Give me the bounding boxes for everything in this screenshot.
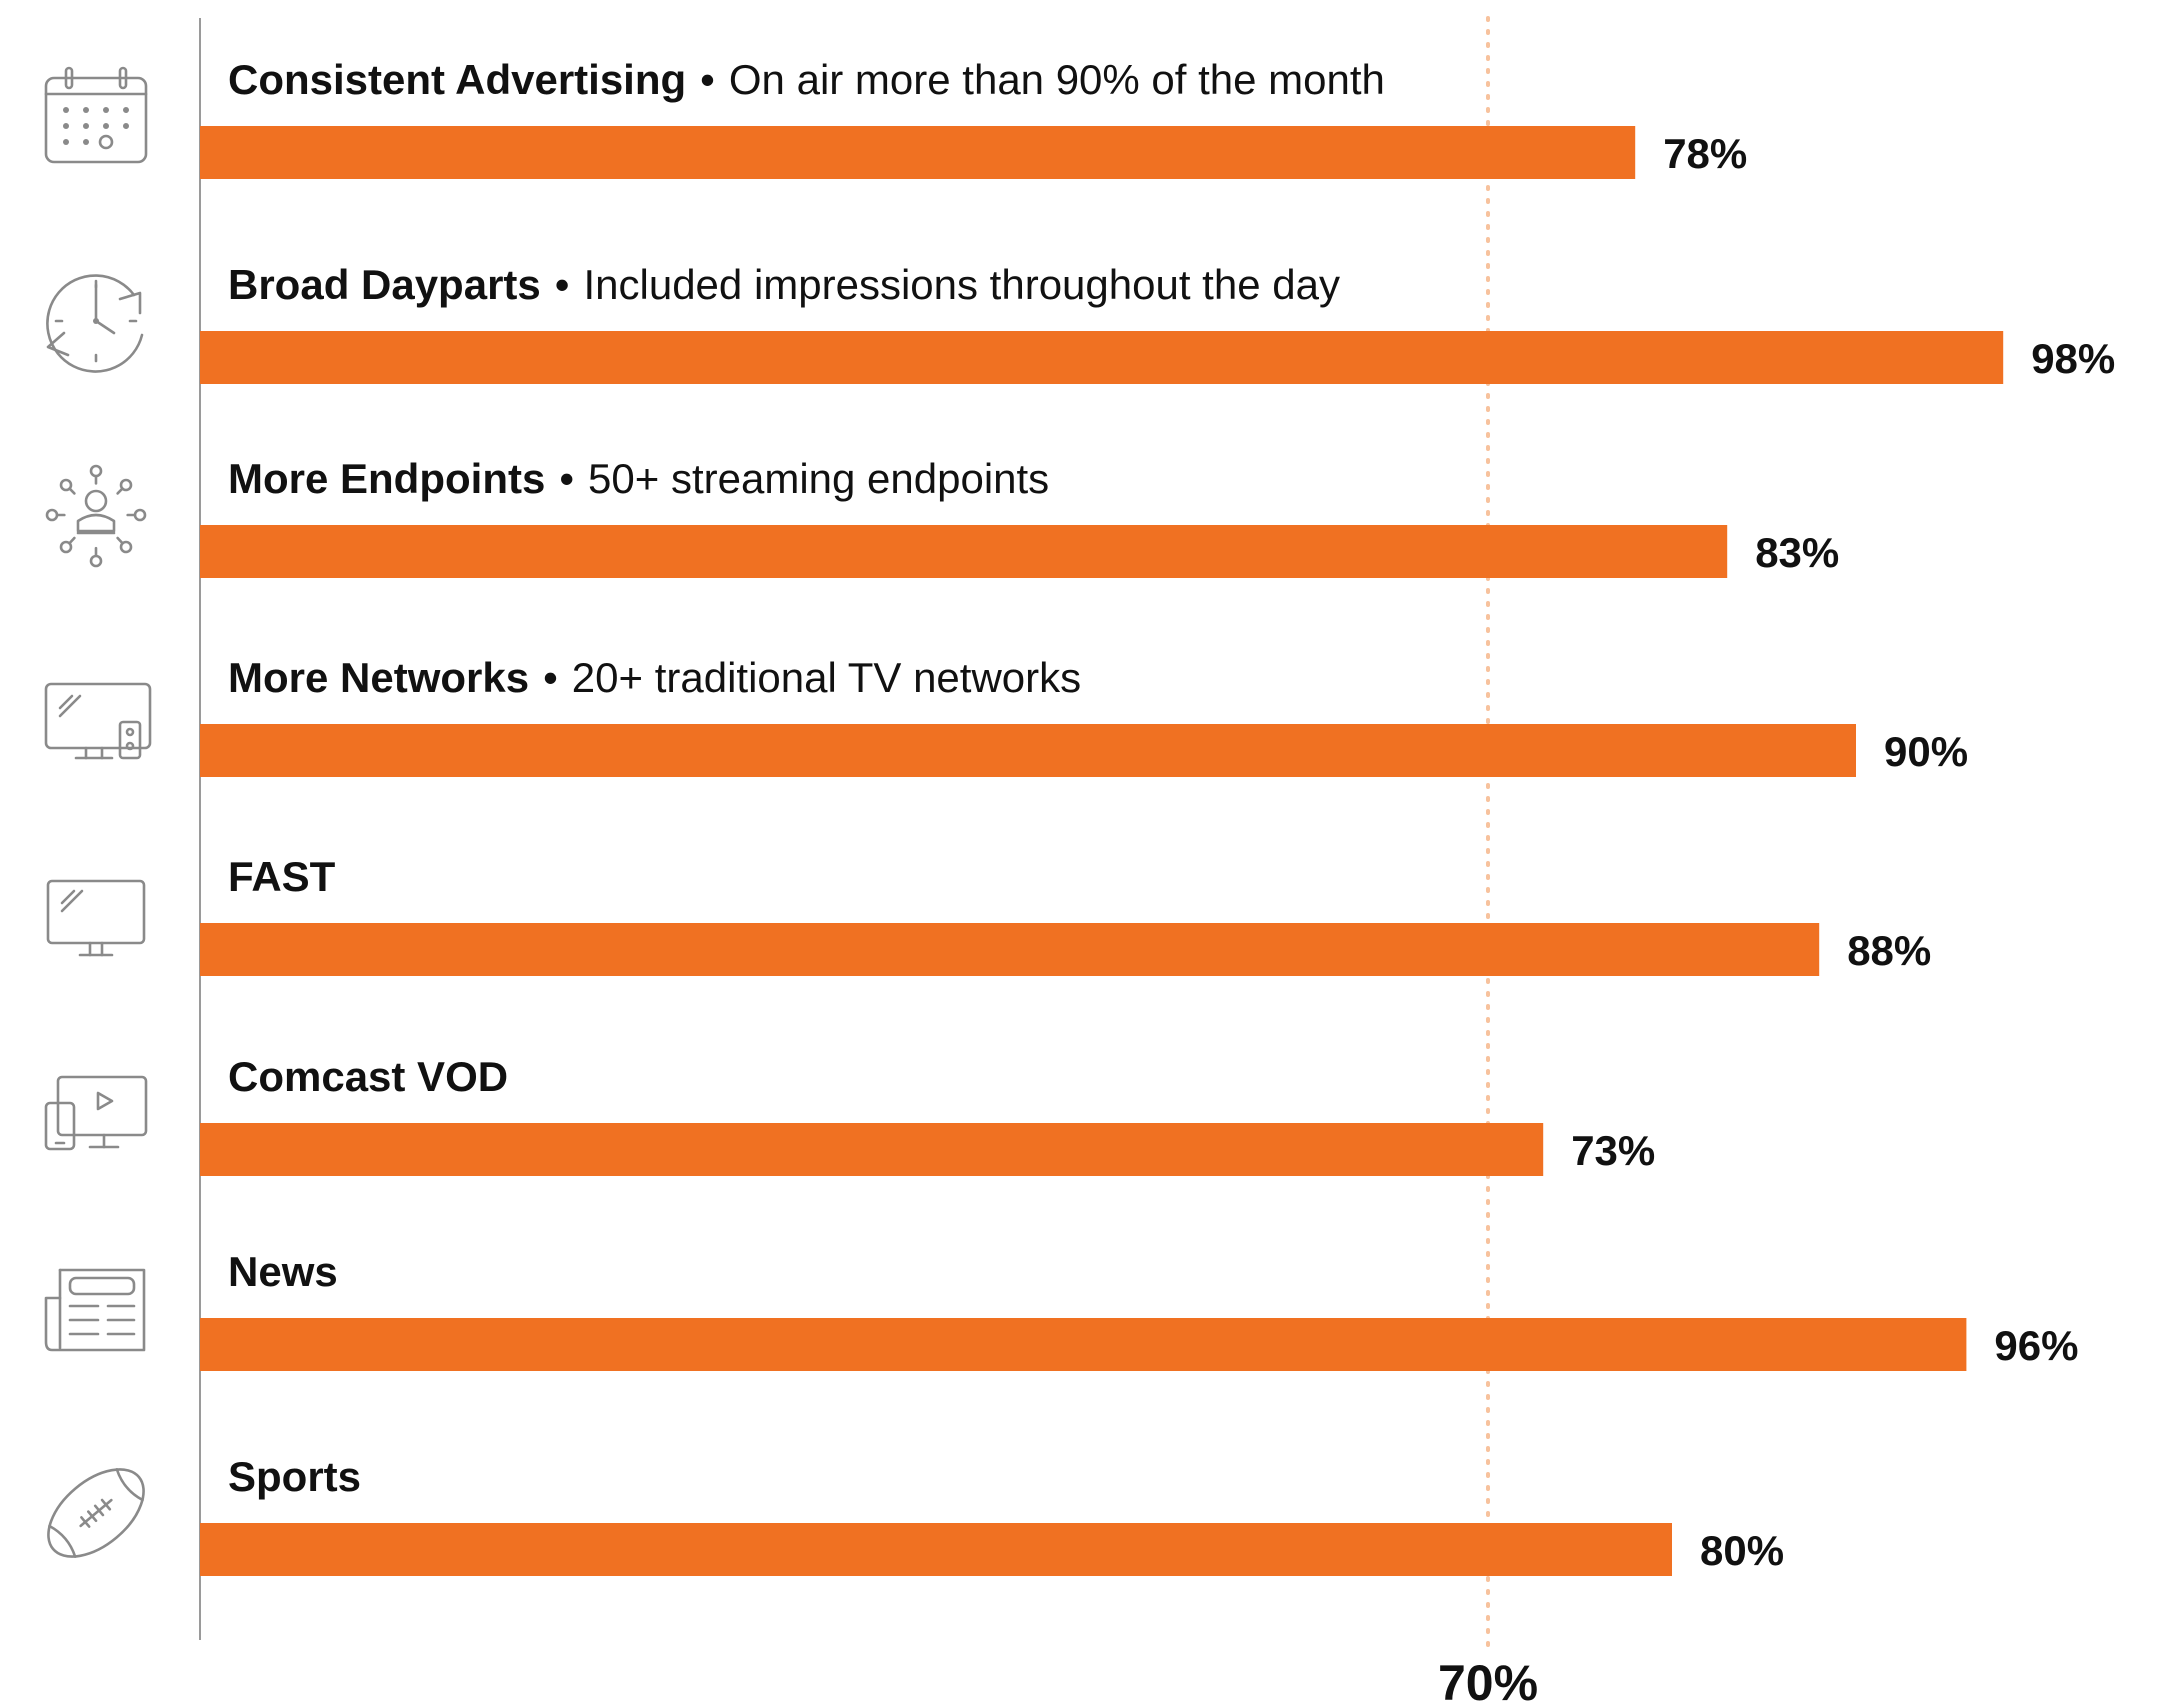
category-label: News xyxy=(228,1248,338,1295)
bar-comcast-vod xyxy=(200,1123,1544,1176)
bar-sports xyxy=(200,1523,1672,1576)
category-name: More Endpoints xyxy=(228,455,545,502)
category-label: Broad Dayparts • Included impressions thro… xyxy=(228,261,1340,308)
bar-broad-dayparts xyxy=(200,331,2004,384)
category-label: Consistent Advertising • On air more than … xyxy=(228,56,1385,103)
bar-more-networks xyxy=(200,724,1856,777)
category-description: On air more than 90% of the month xyxy=(729,56,1385,103)
value-label: 88% xyxy=(1847,927,1931,974)
value-label: 83% xyxy=(1755,529,1839,576)
value-label: 98% xyxy=(2031,335,2115,382)
category-description: 50+ streaming endpoints xyxy=(588,455,1049,502)
category-description: Included impressions throughout the day xyxy=(583,261,1339,308)
category-label: Sports xyxy=(228,1453,361,1500)
bar-news xyxy=(200,1318,1967,1371)
user-network-icon xyxy=(45,464,147,568)
tv-icon xyxy=(46,879,146,957)
bar-fast xyxy=(200,923,1820,976)
calendar-icon xyxy=(44,66,148,164)
category-name: Comcast VOD xyxy=(228,1053,508,1100)
newspaper-icon xyxy=(44,1268,146,1352)
category-separator: • xyxy=(559,455,574,502)
clock-cycle-icon xyxy=(46,274,144,373)
value-label: 90% xyxy=(1884,728,1968,775)
football-icon xyxy=(47,1468,145,1558)
bar-more-endpoints xyxy=(200,525,1728,578)
value-label: 78% xyxy=(1663,130,1747,177)
category-name: News xyxy=(228,1248,338,1295)
category-label: FAST xyxy=(228,853,336,900)
category-separator: • xyxy=(543,654,558,701)
category-separator: • xyxy=(700,56,715,103)
bar-consistent-advertising xyxy=(200,126,1636,179)
devices-play-icon xyxy=(44,1075,148,1151)
category-name: FAST xyxy=(228,853,336,900)
category-name: Sports xyxy=(228,1453,361,1500)
category-name: Consistent Advertising xyxy=(228,56,686,103)
value-label: 80% xyxy=(1700,1527,1784,1574)
category-label: Comcast VOD xyxy=(228,1053,508,1100)
category-separator: • xyxy=(555,261,570,308)
category-label: More Networks • 20+ traditional TV network… xyxy=(228,654,1081,701)
value-label: 73% xyxy=(1571,1127,1655,1174)
category-description: 20+ traditional TV networks xyxy=(572,654,1081,701)
category-name: Broad Dayparts xyxy=(228,261,541,308)
tv-remote-icon xyxy=(44,682,152,760)
reference-line-label: 70% xyxy=(1438,1655,1538,1704)
category-label: More Endpoints • 50+ streaming endpoints xyxy=(228,455,1049,502)
category-name: More Networks xyxy=(228,654,529,701)
value-label: 96% xyxy=(1994,1322,2078,1369)
